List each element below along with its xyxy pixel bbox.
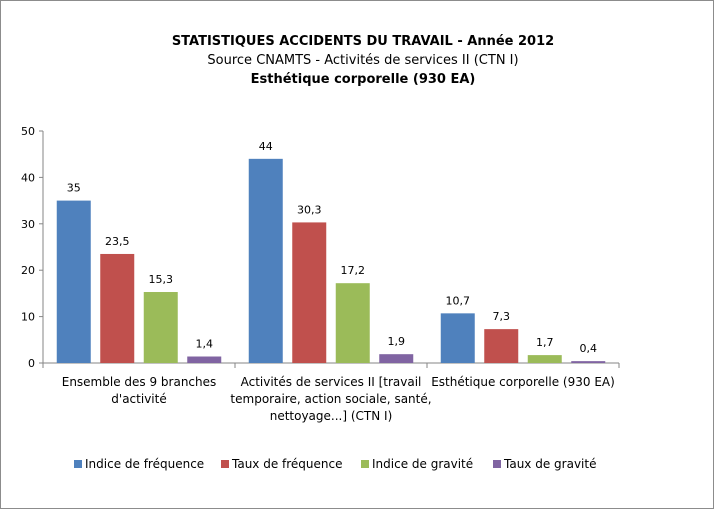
legend-swatch bbox=[493, 460, 501, 468]
legend-label: Indice de gravité bbox=[372, 457, 473, 471]
x-tick-label: Esthétique corporelle (930 EA) bbox=[431, 375, 615, 389]
data-label: 0,4 bbox=[580, 342, 598, 355]
y-tick-label: 10 bbox=[21, 311, 35, 324]
bar bbox=[56, 200, 91, 363]
x-tick-label: nettoyage...] (CTN I) bbox=[270, 409, 393, 423]
bar bbox=[100, 253, 135, 363]
bar bbox=[484, 329, 519, 363]
legend-label: Taux de fréquence bbox=[231, 457, 343, 471]
bar bbox=[440, 313, 475, 363]
data-label: 15,3 bbox=[149, 273, 174, 286]
x-tick-label: temporaire, action sociale, santé, bbox=[230, 392, 431, 406]
data-label: 23,5 bbox=[105, 235, 130, 248]
bar bbox=[143, 292, 178, 363]
x-tick-label: d'activité bbox=[111, 392, 166, 406]
bar bbox=[571, 361, 606, 363]
data-label: 30,3 bbox=[297, 203, 322, 216]
legend-label: Taux de gravité bbox=[503, 457, 596, 471]
chart-subtitle-2: Esthétique corporelle (930 EA) bbox=[251, 72, 476, 87]
data-label: 35 bbox=[67, 182, 81, 195]
data-label: 1,4 bbox=[196, 338, 214, 351]
chart-subtitle: Source CNAMTS - Activités de services II… bbox=[207, 53, 518, 68]
y-tick-label: 50 bbox=[21, 125, 35, 138]
bar bbox=[335, 283, 370, 363]
data-label: 44 bbox=[259, 140, 273, 153]
plot-area: 0 10 20 30 40 50 35 23,5 15,3 1,4 Ensemble des 9 b… bbox=[21, 125, 620, 423]
legend-swatch bbox=[221, 460, 229, 468]
bar bbox=[379, 354, 414, 363]
data-label: 17,2 bbox=[341, 264, 366, 277]
bar bbox=[292, 222, 327, 363]
legend-swatch bbox=[361, 460, 369, 468]
legend: Indice de fréquence Taux de fréquence Indi… bbox=[74, 457, 596, 471]
y-tick-label: 20 bbox=[21, 264, 35, 277]
legend-label: Indice de fréquence bbox=[85, 457, 204, 471]
x-tick-label: Ensemble des 9 branches bbox=[62, 375, 217, 389]
chart-title: STATISTIQUES ACCIDENTS DU TRAVAIL - Anné… bbox=[172, 34, 554, 49]
data-label: 1,9 bbox=[388, 335, 406, 348]
bar bbox=[248, 158, 283, 363]
data-label: 7,3 bbox=[493, 310, 511, 323]
y-tick-label: 30 bbox=[21, 218, 35, 231]
bar bbox=[187, 356, 222, 363]
y-tick-label: 40 bbox=[21, 171, 35, 184]
y-tick-label: 0 bbox=[28, 357, 35, 370]
bar bbox=[527, 355, 562, 363]
data-label: 10,7 bbox=[446, 294, 471, 307]
data-label: 1,7 bbox=[536, 336, 554, 349]
x-tick-label: Activités de services II [travail bbox=[241, 375, 422, 389]
legend-swatch bbox=[74, 460, 82, 468]
